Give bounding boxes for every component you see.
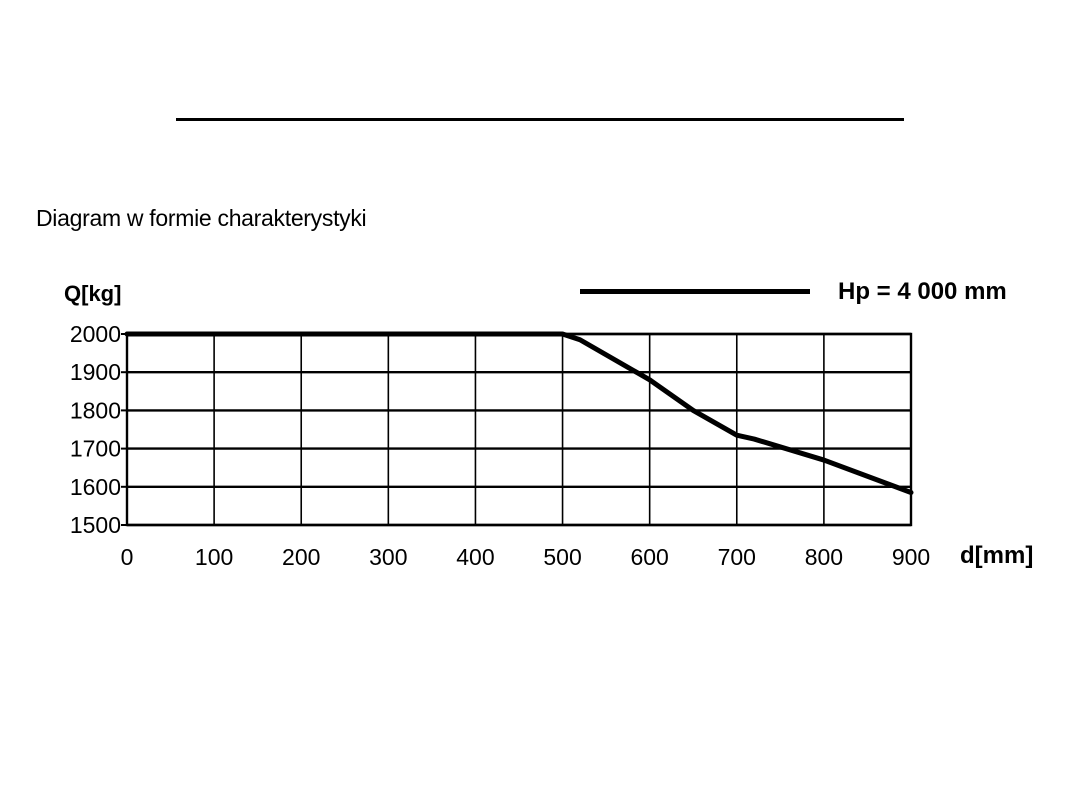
x-tick-label: 100 bbox=[195, 544, 233, 570]
y-axis-label: Q[kg] bbox=[64, 281, 122, 306]
top-horizontal-rule bbox=[176, 118, 904, 121]
x-tick-label: 700 bbox=[718, 544, 756, 570]
y-tick-label: 1500 bbox=[70, 512, 121, 538]
chart-legend: Hp = 4 000 mm bbox=[580, 278, 1050, 308]
plot-frame bbox=[125, 332, 913, 527]
legend-line-swatch bbox=[580, 289, 810, 294]
x-tick-label: 0 bbox=[121, 544, 134, 570]
y-tick-label: 1900 bbox=[70, 359, 121, 385]
y-tick-label: 1700 bbox=[70, 436, 121, 462]
x-tick-label: 400 bbox=[456, 544, 494, 570]
y-tick-label: 1600 bbox=[70, 474, 121, 500]
x-tick-label: 200 bbox=[282, 544, 320, 570]
series-line-hp-4000 bbox=[124, 331, 914, 496]
x-tick-label: 800 bbox=[805, 544, 843, 570]
y-tick-label: 2000 bbox=[70, 321, 121, 347]
legend-series-label: Hp = 4 000 mm bbox=[838, 278, 1007, 305]
x-axis-label: d[mm] bbox=[960, 542, 1034, 569]
x-tick-label: 600 bbox=[630, 544, 668, 570]
y-tick-label: 1800 bbox=[70, 397, 121, 423]
x-tick-label: 500 bbox=[543, 544, 581, 570]
x-tick-label: 300 bbox=[369, 544, 407, 570]
chart-subtitle: Diagram w formie charakterystyki bbox=[36, 205, 367, 231]
x-tick-label: 900 bbox=[892, 544, 930, 570]
